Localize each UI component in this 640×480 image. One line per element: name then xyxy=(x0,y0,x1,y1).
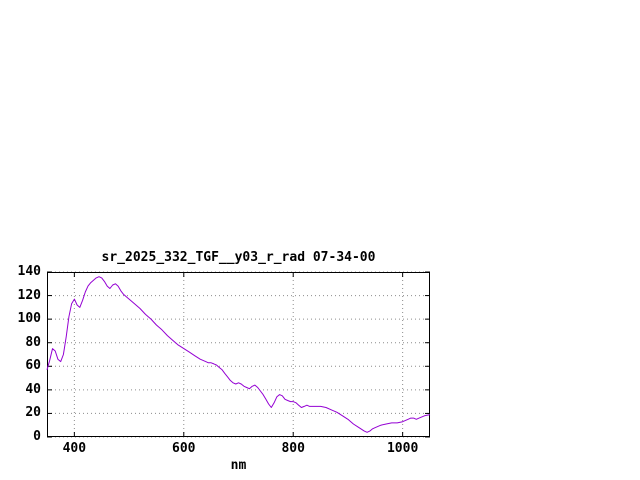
x-tick-label: 800 xyxy=(281,441,305,456)
y-tick-label: 40 xyxy=(25,381,41,397)
x-tick-label: 600 xyxy=(172,441,196,456)
y-tick-label: 80 xyxy=(25,334,41,350)
chart-title: sr_2025_332_TGF__y03_r_rad 07-34-00 xyxy=(101,250,376,265)
y-tick-label: 20 xyxy=(25,405,41,421)
y-tick-label: 0 xyxy=(33,429,41,444)
series-line xyxy=(46,276,431,433)
plot-area xyxy=(46,271,431,438)
y-tick-label: 100 xyxy=(17,311,41,327)
x-tick-label: 400 xyxy=(62,441,87,456)
y-tick-label: 140 xyxy=(17,264,41,279)
y-tick-label: 60 xyxy=(25,358,41,374)
plot-border xyxy=(47,272,430,437)
y-tick-label: 120 xyxy=(17,287,41,303)
x-axis-label: nm xyxy=(230,458,247,473)
x-tick-label: 1000 xyxy=(386,441,419,456)
